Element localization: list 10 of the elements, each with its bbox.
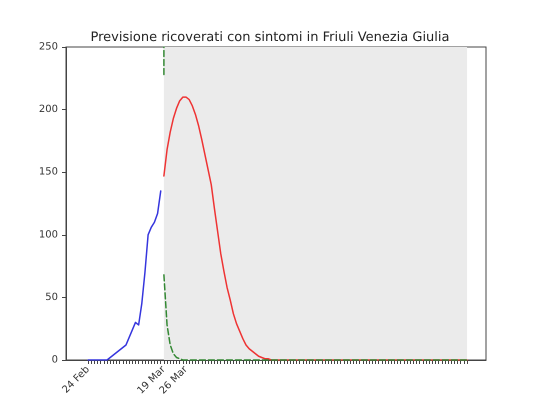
x-tick-label: 24 Feb (60, 364, 92, 396)
y-tick-label: 0 (52, 354, 58, 366)
y-tick-label: 100 (38, 229, 58, 240)
line-series (163, 274, 468, 361)
y-tick-label: 200 (38, 104, 58, 116)
y-tick-label: 150 (38, 166, 58, 178)
y-tick-label: 250 (38, 42, 58, 52)
line-series (87, 190, 162, 361)
y-tick-label: 50 (45, 292, 58, 303)
chart-title: Previsione ricoverati con sintomi in Friuli Venezia Giulia (90, 30, 450, 45)
